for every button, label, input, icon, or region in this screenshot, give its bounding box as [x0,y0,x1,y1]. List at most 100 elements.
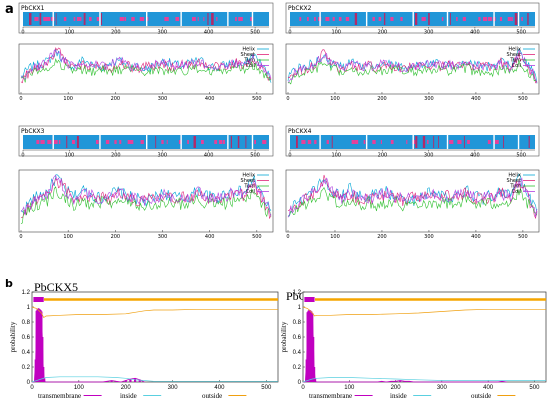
x-tick-label: 0 [286,96,289,102]
track-segment [262,140,267,144]
track-segment [345,17,350,21]
x-tick-label: 200 [121,385,132,391]
track-segment [127,140,132,144]
track-segment [449,140,454,144]
track-gap [365,12,368,26]
y-tick-label: 0.6 [293,335,302,341]
chart-title: PbCKX3 [21,128,45,135]
legend-label-inside: inside [120,392,137,400]
track-segment [299,17,302,21]
track-segment [73,17,76,21]
track-gap [52,12,54,26]
track-segment [457,140,462,144]
track-segment [332,17,335,21]
series-line-coil [20,174,272,217]
track-segment [219,140,223,144]
series-line-coil [20,49,272,80]
track-gap [365,135,368,149]
x-tick-label: 200 [111,234,121,240]
track-tick-label: 500 [250,30,260,36]
track-tick-label: 400 [204,153,214,159]
track-segment [511,17,513,21]
y-tick-label: 1.2 [22,290,31,296]
x-tick-label: 0 [19,234,22,240]
track-segment [354,140,359,144]
ss-chart-2: PbCKX2 0 100 200 300 400 500 HelixSheetTurnCoil… [285,2,540,102]
legend-label-helix: Helix [242,47,255,53]
legend-label-transmembrane: transmembrane [309,392,352,400]
transmembrane-track-box [33,297,44,302]
x-tick-label: 100 [330,96,340,102]
track-segment [29,13,32,25]
legend-label-sheet: Sheet [507,52,521,58]
track-segment [338,17,342,21]
y-tick-label: 1.2 [293,290,302,296]
track-segment [53,140,58,144]
legend-label-outside: outside [471,392,491,400]
x-tick-label: 500 [518,234,528,240]
track-segment [34,17,39,21]
x-tick-label: 0 [286,234,289,240]
track-tick-label: 400 [470,153,480,159]
track-segment [124,17,127,21]
y-axis-label: probability [280,321,288,352]
x-tick-label: 200 [111,96,121,102]
track-gap [412,135,414,149]
series-line-outside [302,306,546,317]
track-segment [326,140,329,144]
series-line-inside [31,376,278,383]
plot-frame [18,169,274,233]
track-segment [528,136,530,148]
track-segment [462,17,466,21]
track-segment [494,140,499,144]
track-segment [230,136,232,148]
track-segment [456,17,458,21]
x-tick-label: 100 [344,385,355,391]
x-tick-label: 300 [158,234,168,240]
x-tick-label: 100 [63,234,73,240]
track-segment [400,17,403,21]
x-tick-label: 500 [252,96,262,102]
track-tick-label: 400 [470,30,480,36]
track-segment [250,17,254,21]
track-segment [378,17,382,21]
track-segment [390,140,394,144]
track-tick-label: 300 [424,153,434,159]
legend-label-sheet: Sheet [241,52,255,58]
track-segment [467,140,470,144]
track-gap [251,135,254,149]
ss-chart-4: PbCKX4 0 100 200 300 400 500 HelixSheetTurnCoil… [285,125,540,240]
track-segment [211,13,214,25]
track-gap [99,135,101,149]
track-segment [101,13,103,25]
legend-label-sheet: Sheet [507,178,521,184]
track-segment [95,140,99,144]
track-segment [66,136,68,148]
series-line-outside [31,306,278,318]
track-segment [76,136,79,148]
track-tick-label: 200 [378,30,388,36]
track-gap [146,135,148,149]
track-segment [39,13,42,25]
track-segment [245,136,247,148]
track-gap [99,12,101,26]
track-segment [166,140,168,144]
track-segment [83,13,86,25]
track-segment [207,13,209,25]
y-tick-label: 0.4 [293,350,302,356]
ss-chart-1: PbCKX1 0 100 200 300 400 500 HelixSheetTurnCoil… [18,2,274,102]
x-tick-label: 400 [471,96,481,102]
track-segment [306,17,309,21]
track-segment [192,17,196,21]
track-tick-label: 100 [65,153,75,159]
track-segment [438,136,439,148]
legend-label-coil: Coil [512,63,521,69]
x-tick-label: 500 [261,385,272,391]
track-segment [441,17,444,21]
track-segment [354,13,358,25]
x-tick-label: 0 [19,96,22,102]
track-tick-label: 0 [288,30,291,36]
panel-label-b: b [5,277,13,290]
track-segment [114,140,117,144]
